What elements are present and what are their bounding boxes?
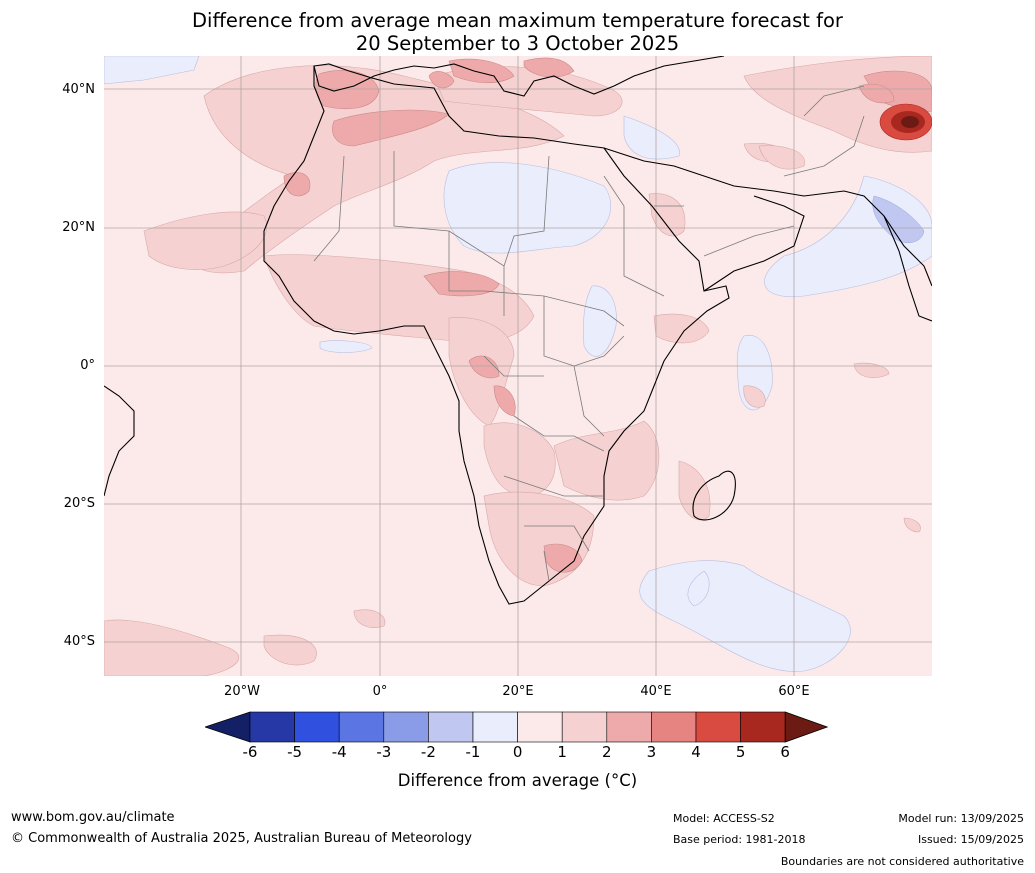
lon-label-60e: 60°E <box>778 684 810 699</box>
warm-anomaly-regions <box>104 56 932 676</box>
colorbar-tick-label: 5 <box>735 743 746 761</box>
colorbar-segment <box>472 711 518 743</box>
lat-label-equator: 0° <box>80 358 95 373</box>
colorbar-tick-label: 4 <box>691 743 701 761</box>
colorbar-tick-label: 6 <box>780 743 790 761</box>
colorbar-tick-label: -2 <box>420 743 436 761</box>
colorbar-segment <box>338 711 385 743</box>
temperature-anomaly-map <box>104 56 932 676</box>
issued-text: Issued: 15/09/2025 <box>917 833 1024 846</box>
colorbar-tick-label: 0 <box>512 743 523 761</box>
colorbar-segment <box>383 711 429 743</box>
colorbar-segment <box>249 711 295 743</box>
colorbar-segment <box>428 711 474 743</box>
model-run-text: Model run: 13/09/2025 <box>898 812 1024 825</box>
lat-label-20s: 20°S <box>63 496 95 511</box>
moderate-warm-regions <box>283 57 932 573</box>
colorbar-segment <box>517 711 563 743</box>
lat-label-40n: 40°N <box>62 82 95 97</box>
base-period-text: Base period: 1981-2018 <box>673 833 806 846</box>
colorbar-segment <box>294 711 340 743</box>
colorbar-segment <box>606 711 652 743</box>
map-title-line2: 20 September to 3 October 2025 <box>355 32 680 55</box>
hotspot-region <box>879 103 932 141</box>
colorbar-tick-label: 1 <box>557 743 567 761</box>
colorbar-tick-label: -4 <box>331 743 347 761</box>
boundaries-disclaimer: Boundaries are not considered authoritat… <box>780 855 1024 868</box>
colorbar <box>205 711 829 743</box>
lon-label-20e: 20°E <box>502 684 534 699</box>
lon-label-40e: 40°E <box>640 684 672 699</box>
colorbar-tick-label: -6 <box>242 743 258 761</box>
colorbar-segment <box>740 711 786 743</box>
colorbar-label: Difference from average (°C) <box>397 771 638 790</box>
graticule <box>104 56 932 676</box>
colorbar-segment <box>561 711 608 743</box>
model-text: Model: ACCESS-S2 <box>673 812 775 825</box>
colorbar-tick-label: -3 <box>376 743 392 761</box>
strong-cool-region <box>872 195 925 243</box>
colorbar-segment <box>651 711 697 743</box>
map-canvas <box>104 56 932 676</box>
colorbar-over-arrow <box>784 711 829 743</box>
colorbar-tick-label: 2 <box>602 743 612 761</box>
copyright-text: © Commonwealth of Australia 2025, Austra… <box>11 831 472 846</box>
lon-label-20w: 20°W <box>224 684 260 699</box>
colorbar-under-arrow <box>205 711 251 743</box>
lon-label-0: 0° <box>372 684 388 699</box>
colorbar-segment <box>695 711 741 743</box>
colorbar-tick-label: -5 <box>287 743 303 761</box>
lat-label-40s: 40°S <box>63 634 95 649</box>
map-title: Difference from average mean maximum tem… <box>0 9 1035 55</box>
colorbar-segments <box>205 711 829 743</box>
website-link[interactable]: www.bom.gov.au/climate <box>11 810 175 825</box>
country-borders <box>313 85 865 582</box>
lat-label-20n: 20°N <box>62 220 95 235</box>
map-title-line1: Difference from average mean maximum tem… <box>192 9 843 32</box>
coastlines <box>104 56 932 605</box>
colorbar-tick-label: 3 <box>646 743 657 761</box>
colorbar-tick-label: -1 <box>465 743 481 761</box>
